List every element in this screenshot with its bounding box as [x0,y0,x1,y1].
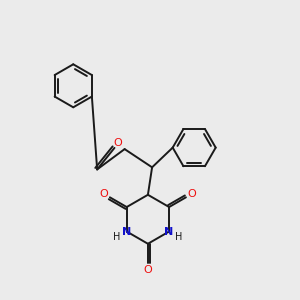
Text: O: O [143,265,152,275]
Text: H: H [175,232,183,242]
Text: O: O [114,138,123,148]
Text: O: O [187,189,196,199]
Text: N: N [122,226,131,236]
Text: H: H [113,232,121,242]
Text: O: O [100,189,109,199]
Text: N: N [164,226,174,236]
